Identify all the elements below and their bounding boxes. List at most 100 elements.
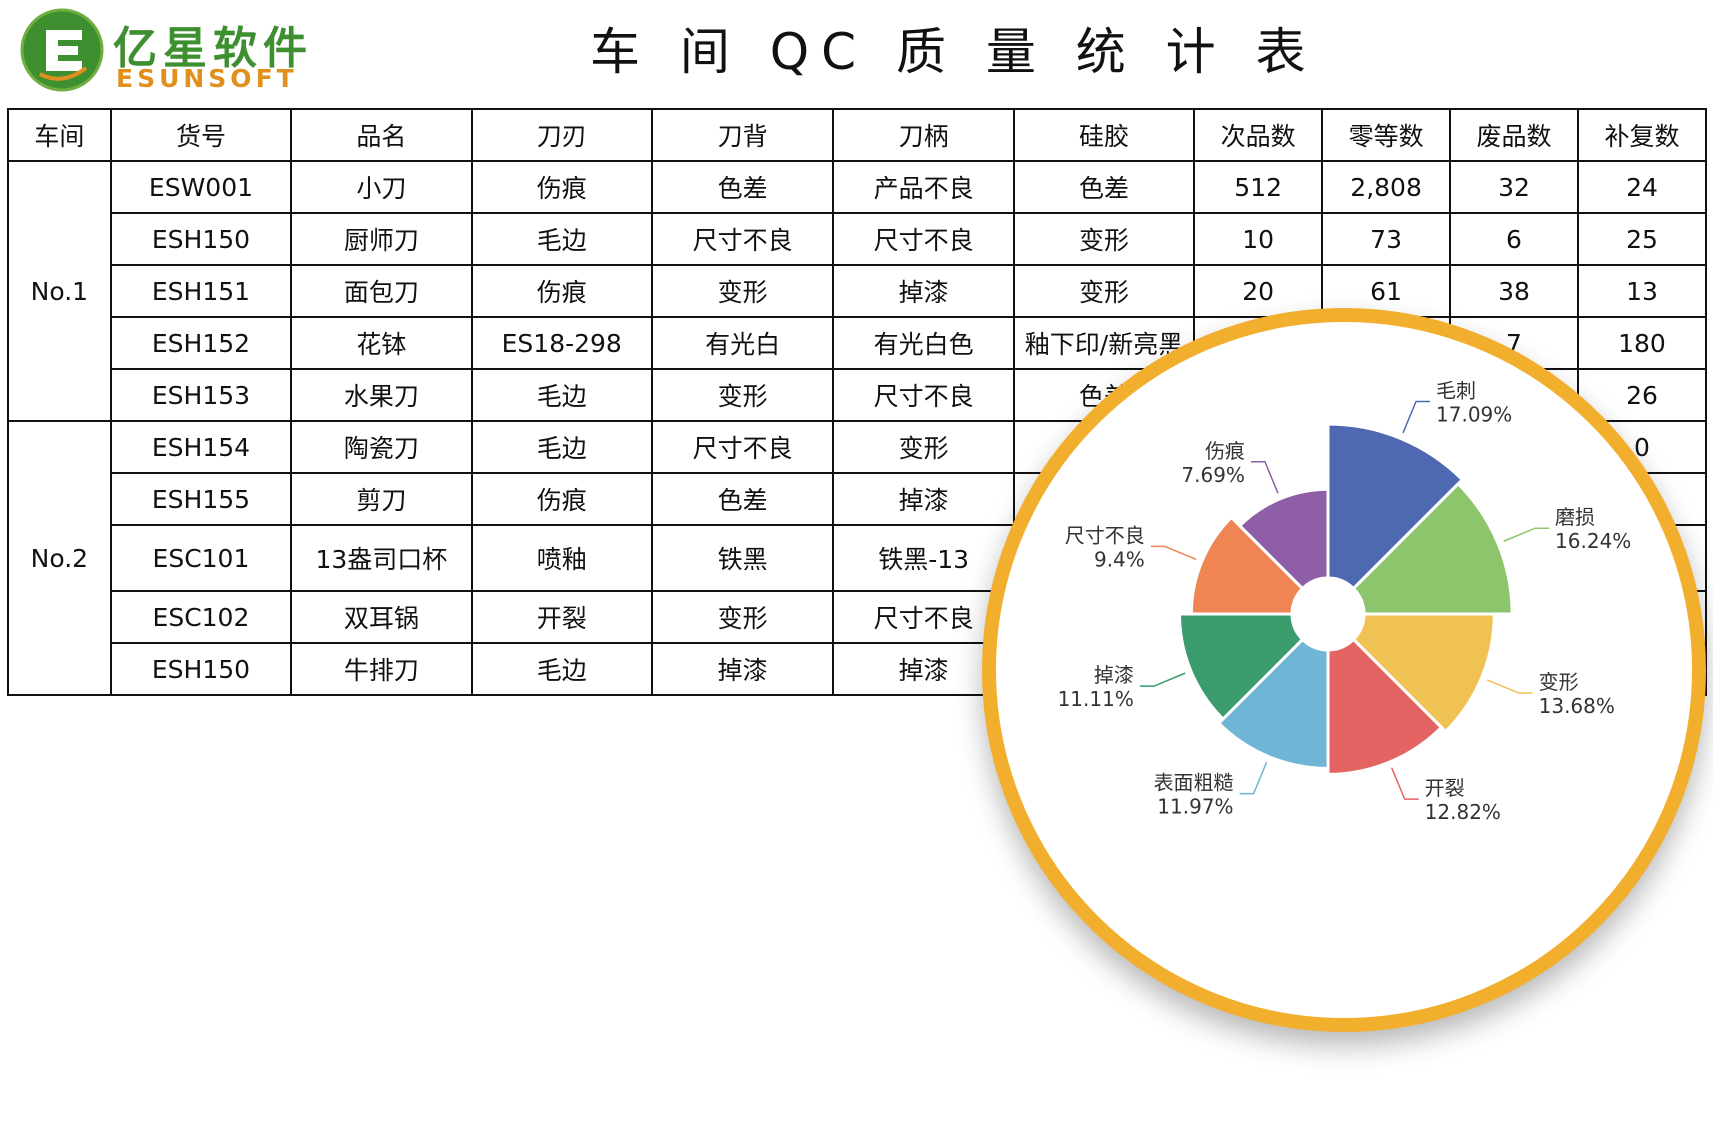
table-cell: 20	[1193, 264, 1324, 318]
leader-line	[1503, 527, 1550, 542]
table-cell: 25	[1576, 212, 1708, 266]
table-cell: 牛排刀	[290, 642, 473, 696]
rose-slice	[1326, 422, 1465, 591]
table-cell: ESC102	[109, 590, 293, 644]
table-cell: 毛边	[470, 420, 653, 474]
slice-label: 掉漆	[1094, 663, 1134, 687]
slice-label: 尺寸不良	[1065, 523, 1145, 547]
table-cell: 73	[1321, 212, 1452, 266]
table-cell: ESH155	[109, 472, 293, 526]
table-cell: ESH151	[109, 264, 293, 318]
table-cell: ESH153	[109, 368, 293, 422]
slice-label: 变形	[1539, 670, 1579, 694]
table-cell: 13盎司口杯	[290, 524, 473, 592]
column-header: 零等数	[1321, 108, 1452, 162]
table-cell: 13	[1576, 264, 1708, 318]
table-cell: 厨师刀	[290, 212, 473, 266]
table-cell: 变形	[650, 590, 835, 644]
table-cell: 喷釉	[470, 524, 653, 592]
slice-percent: 16.24%	[1555, 529, 1631, 553]
column-header: 货号	[109, 108, 293, 162]
table-cell: ESW001	[109, 160, 293, 214]
table-cell: 色差	[1012, 160, 1196, 214]
table-cell: ES18-298	[470, 316, 653, 370]
leader-line	[1150, 545, 1197, 561]
logo-e-icon	[20, 8, 104, 92]
table-cell: 掉漆	[650, 642, 835, 696]
table-cell: 水果刀	[290, 368, 473, 422]
table-cell: 色差	[650, 472, 835, 526]
table-cell: 陶瓷刀	[290, 420, 473, 474]
rose-slice	[1351, 612, 1496, 734]
table-cell: 小刀	[290, 160, 473, 214]
rose-slice	[1177, 612, 1305, 722]
slice-label: 磨损	[1555, 505, 1595, 529]
table-cell: 产品不良	[832, 160, 1015, 214]
workshop-group-cell: No.1	[7, 160, 112, 422]
leader-line	[1250, 461, 1279, 494]
column-header: 废品数	[1449, 108, 1579, 162]
column-header: 硅胶	[1012, 108, 1196, 162]
table-cell: 铁黑-13	[832, 524, 1015, 592]
table-cell: 2,808	[1321, 160, 1452, 214]
magnifier-lens: 毛刺 17.09% 磨损 16.24% 变形 13.68% 开裂 12.82% 表面粗糙 11.9…	[982, 308, 1706, 1032]
table-cell: 变形	[1012, 264, 1196, 318]
table-cell: 花钵	[290, 316, 473, 370]
table-cell: 伤痕	[470, 160, 653, 214]
slice-percent: 12.82%	[1425, 800, 1501, 824]
table-cell: 铁黑	[650, 524, 835, 592]
table-cell: 掉漆	[832, 264, 1015, 318]
table-cell: 变形	[1012, 212, 1196, 266]
table-cell: 尺寸不良	[832, 368, 1015, 422]
table-cell: 双耳锅	[290, 590, 473, 644]
rose-slice	[1351, 481, 1514, 616]
table-cell: 尺寸不良	[650, 420, 835, 474]
slice-label: 表面粗糙	[1154, 771, 1234, 795]
column-header: 刀背	[650, 108, 835, 162]
table-cell: 毛边	[470, 368, 653, 422]
slice-label: 开裂	[1425, 776, 1465, 800]
rose-slice	[1189, 515, 1305, 616]
table-cell: 有光白	[650, 316, 835, 370]
table-cell: 色差	[650, 160, 835, 214]
slice-percent: 13.68%	[1539, 694, 1615, 718]
table-cell: 24	[1576, 160, 1708, 214]
slice-percent: 11.97%	[1157, 795, 1233, 819]
table-cell: 尺寸不良	[832, 212, 1015, 266]
table-cell: 变形	[832, 420, 1015, 474]
table-row: No.1 ESW001 小刀 伤痕 色差 产品不良 色差 512 2,808 32 24	[7, 160, 1708, 422]
qc-table: 车间 货号 品名 刀刃 刀背 刀柄 硅胶 次品数 零等数 废品数 补复数 No.…	[7, 108, 1708, 696]
table-cell: 变形	[650, 368, 835, 422]
rose-slice	[1216, 637, 1330, 770]
column-header: 品名	[290, 108, 473, 162]
table-cell: 6	[1449, 212, 1579, 266]
leader-line	[1402, 400, 1431, 434]
leader-line	[1239, 761, 1268, 795]
logo-name-en: ESUNSOFT	[116, 64, 298, 93]
table-cell: ESH154	[109, 420, 293, 474]
column-header: 次品数	[1193, 108, 1324, 162]
slice-label: 毛刺	[1436, 379, 1476, 403]
table-cell: 掉漆	[832, 472, 1015, 526]
column-header: 刀刃	[470, 108, 653, 162]
table-cell: 伤痕	[470, 264, 653, 318]
rose-slice	[1326, 637, 1444, 776]
table-cell: 面包刀	[290, 264, 473, 318]
table-cell: 512	[1193, 160, 1324, 214]
table-cell: 有光白色	[832, 316, 1015, 370]
table-cell: 开裂	[470, 590, 653, 644]
logo-name-cn: 亿星软件	[113, 23, 313, 74]
table-cell: 38	[1449, 264, 1579, 318]
table-header-row: 车间 货号 品名 刀刃 刀背 刀柄 硅胶 次品数 零等数 废品数 补复数	[7, 108, 1708, 162]
column-header: 车间	[7, 108, 112, 162]
table-cell: 10	[1193, 212, 1324, 266]
page-title: 车 间 QC 质 量 统 计 表	[590, 23, 1318, 81]
table-cell: 毛边	[470, 212, 653, 266]
leader-line	[1390, 767, 1419, 800]
table-cell: 180	[1576, 316, 1708, 370]
table-row: ESH151 面包刀 伤痕 变形 掉漆 变形 20 61 38 13	[8, 264, 1708, 318]
table-cell: 尺寸不良	[650, 212, 835, 266]
slice-percent: 17.09%	[1436, 403, 1512, 427]
workshop-group-cell: No.2	[7, 420, 112, 696]
